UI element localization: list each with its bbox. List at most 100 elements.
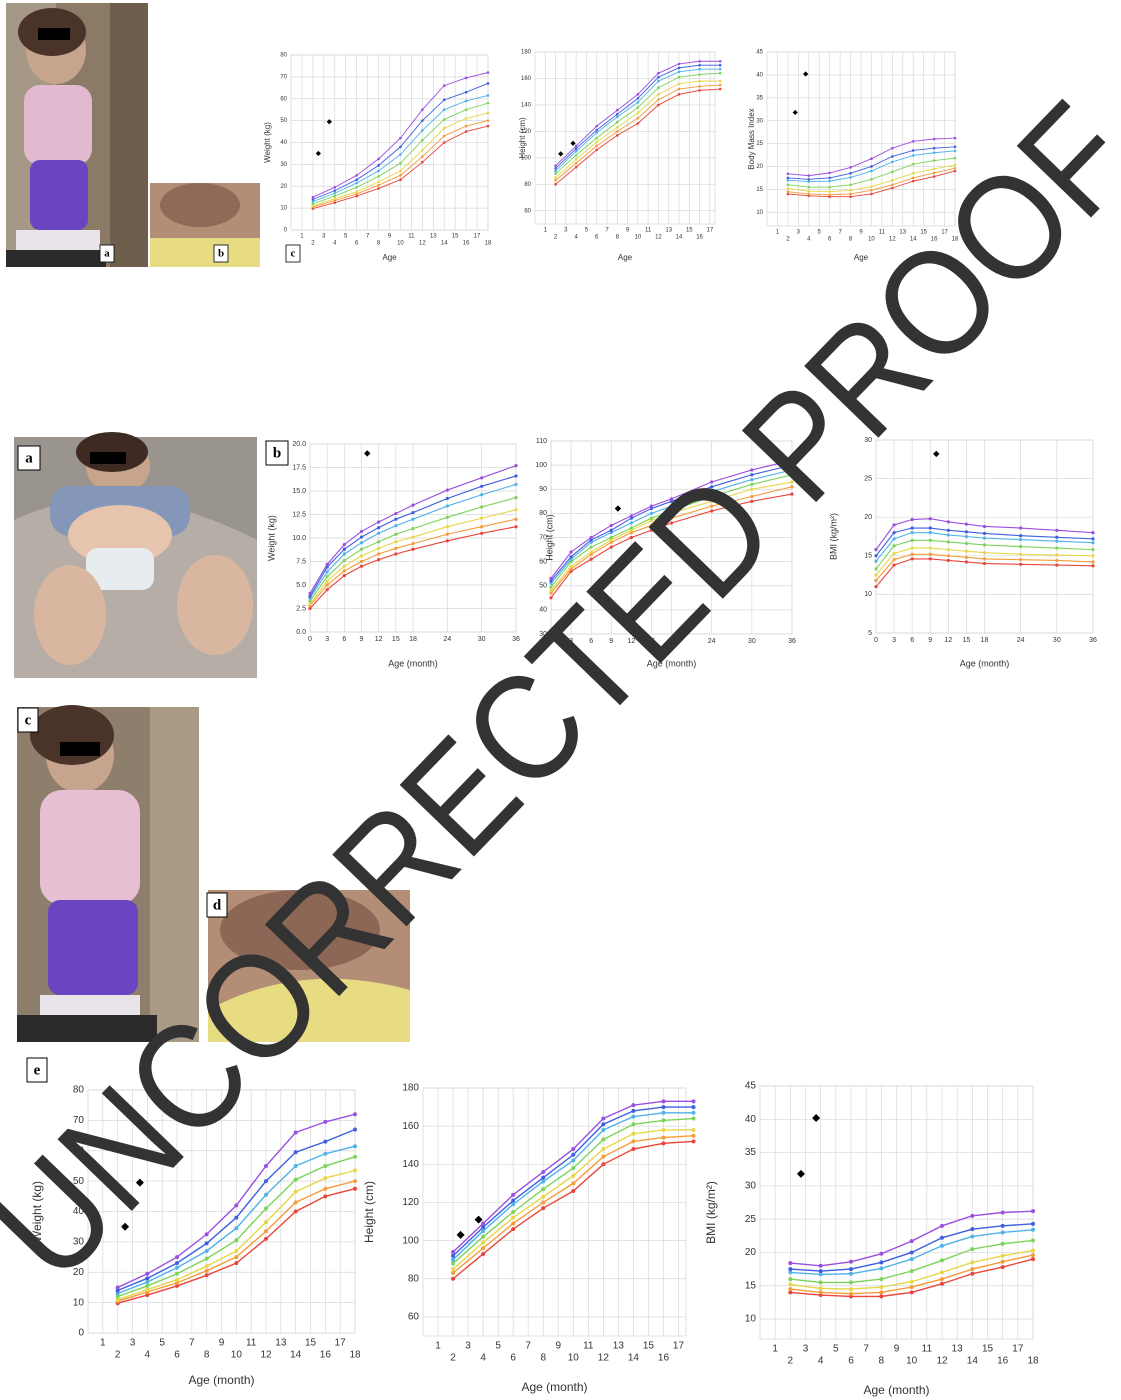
point (787, 179, 790, 182)
point (571, 1158, 575, 1162)
point (465, 125, 468, 128)
x-tick-label: 0 (308, 636, 312, 643)
x-tick-label: 8 (879, 1356, 885, 1367)
x-axis-title: Age (month) (960, 658, 1010, 668)
point (933, 151, 936, 154)
x-tick-label: 3 (892, 637, 896, 644)
plot-area (535, 52, 715, 224)
point (360, 565, 363, 568)
point (678, 67, 681, 70)
point (678, 88, 681, 91)
x-tick-label: 13 (665, 228, 672, 234)
point (571, 1174, 575, 1178)
x-tick-label: 24 (1017, 637, 1025, 644)
x-tick-label: 17 (335, 1338, 347, 1349)
point (631, 1109, 635, 1113)
point (514, 496, 517, 499)
y-tick-label: 140 (402, 1159, 419, 1170)
point (970, 1227, 974, 1231)
y-tick-label: 100 (402, 1235, 419, 1246)
x-tick-label: 30 (478, 636, 486, 643)
point (819, 1286, 823, 1290)
y-tick-label: 17.5 (292, 464, 306, 471)
point (787, 193, 790, 196)
point (1091, 531, 1094, 534)
point (965, 530, 968, 533)
point (1091, 548, 1094, 551)
point (616, 134, 619, 137)
point (911, 526, 914, 529)
point (595, 125, 598, 128)
point (541, 1170, 545, 1174)
point (377, 158, 380, 161)
point (940, 1270, 944, 1274)
point (465, 108, 468, 111)
point (828, 186, 831, 189)
point (487, 102, 490, 105)
point (145, 1272, 149, 1276)
x-axis-title: Age (month) (863, 1383, 929, 1397)
point (465, 100, 468, 103)
point (983, 525, 986, 528)
point (511, 1210, 515, 1214)
point (940, 1258, 944, 1262)
point (175, 1272, 179, 1276)
point (234, 1203, 238, 1207)
y-tick-label: 60 (280, 96, 287, 102)
point (929, 539, 932, 542)
point (911, 518, 914, 521)
x-tick-label: 10 (906, 1356, 918, 1367)
point (661, 1111, 665, 1115)
y-tick-label: 110 (536, 438, 547, 445)
point (308, 599, 311, 602)
y-axis-title: Body Mass Index (747, 108, 756, 169)
y-axis-title: Weight (kg) (266, 515, 276, 561)
point (465, 91, 468, 94)
point (947, 559, 950, 562)
x-tick-label: 30 (748, 638, 756, 645)
point (631, 1115, 635, 1119)
point (874, 548, 877, 551)
y-tick-label: 40 (280, 140, 287, 146)
point (692, 1105, 696, 1109)
point (595, 129, 598, 132)
point (465, 130, 468, 133)
point (849, 189, 852, 192)
x-tick-label: 3 (322, 234, 326, 240)
x-tick-label: 6 (342, 636, 346, 643)
point (487, 71, 490, 74)
y-tick-label: 180 (402, 1083, 419, 1094)
point (892, 537, 895, 540)
point (657, 93, 660, 96)
point (912, 154, 915, 157)
point (514, 483, 517, 486)
point (1031, 1228, 1035, 1232)
panel-label: b (273, 445, 281, 461)
point (1019, 545, 1022, 548)
point (849, 176, 852, 179)
point (411, 542, 414, 545)
x-tick-label: 18 (349, 1350, 361, 1361)
point (849, 183, 852, 186)
x-tick-label: 14 (628, 1353, 640, 1364)
point (377, 164, 380, 167)
point (1091, 554, 1094, 557)
point (595, 149, 598, 152)
x-tick-label: 6 (828, 237, 832, 243)
point (487, 119, 490, 122)
point (929, 531, 932, 534)
point (954, 157, 957, 160)
y-tick-label: 10 (864, 591, 872, 598)
point (481, 1221, 485, 1225)
x-tick-label: 11 (922, 1344, 933, 1355)
x-tick-label: 17 (673, 1341, 685, 1352)
point (637, 93, 640, 96)
point (601, 1147, 605, 1151)
point (443, 127, 446, 130)
x-tick-label: 6 (848, 1356, 854, 1367)
point (377, 532, 380, 535)
point (719, 88, 722, 91)
y-tick-label: 80 (524, 182, 531, 188)
point (616, 126, 619, 129)
point (511, 1193, 515, 1197)
